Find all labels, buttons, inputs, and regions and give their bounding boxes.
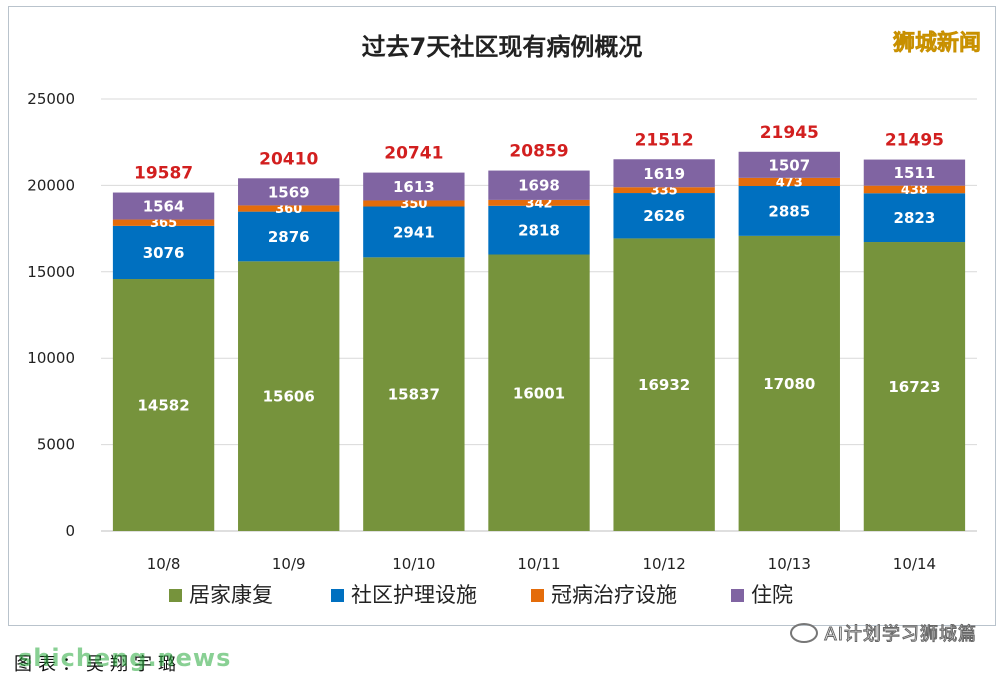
data-label: 15837 (388, 386, 440, 404)
total-label: 21945 (760, 123, 819, 143)
data-label: 438 (901, 183, 928, 198)
data-label: 342 (525, 196, 552, 211)
bar-segment (863, 242, 966, 532)
bar-segment (238, 211, 340, 262)
bar-segment (488, 199, 590, 206)
total-label: 19587 (134, 164, 193, 184)
brand-tag: 狮城新闻 (892, 31, 982, 57)
y-tick-label: 5000 (37, 436, 75, 454)
x-axis-ticks: 10/8 10/9 10/10 10/11 10/12 10/13 10/14 (147, 555, 936, 573)
total-label: 21495 (885, 131, 944, 151)
x-tick-label: 10/13 (768, 555, 811, 573)
data-label: 1507 (768, 156, 810, 174)
data-label: 1569 (268, 183, 310, 201)
chart-title: 过去7天社区现有病例概况 (362, 33, 643, 61)
data-label: 473 (776, 175, 803, 190)
x-tick-label: 10/8 (147, 555, 181, 573)
data-label: 365 (150, 216, 177, 231)
data-label: 1698 (518, 177, 560, 195)
y-tick-label: 10000 (27, 349, 75, 367)
bar-segment (238, 205, 340, 212)
data-label: 335 (651, 184, 678, 199)
bar-segment (363, 200, 465, 207)
y-tick-label: 0 (65, 522, 75, 540)
source-credit: 图表：吴翔宇璐 (14, 654, 182, 675)
legend-swatch (531, 589, 544, 602)
data-label: 15606 (263, 388, 315, 406)
data-label: 2818 (518, 222, 560, 240)
bar-segment (738, 177, 840, 187)
bar-segment (112, 279, 215, 531)
y-axis-ticks: 0 5000 10000 15000 20000 25000 (27, 90, 75, 540)
data-label: 2941 (393, 223, 435, 241)
y-tick-label: 15000 (27, 263, 75, 281)
data-label: 17080 (763, 375, 815, 393)
bar-segment (863, 185, 966, 194)
data-label: 2876 (268, 228, 310, 246)
bar-segment (613, 159, 715, 188)
data-label: 1564 (143, 198, 185, 216)
data-label: 1613 (393, 178, 435, 196)
x-tick-label: 10/10 (392, 555, 435, 573)
legend-swatch (331, 589, 344, 602)
chart-frame: 过去7天社区现有病例概况 0 5000 10000 15000 20000 25000 1… (8, 6, 996, 626)
wechat-icon (790, 623, 819, 643)
x-tick-label: 10/11 (517, 555, 560, 573)
bar-segment (738, 186, 840, 236)
data-label: 3076 (143, 244, 185, 262)
data-label: 16001 (513, 384, 565, 402)
bar-segment (738, 235, 840, 531)
data-label: 1619 (643, 165, 685, 183)
total-label: 20859 (509, 142, 568, 162)
data-label: 350 (400, 197, 427, 212)
x-tick-label: 10/9 (272, 555, 306, 573)
legend-swatch (169, 589, 182, 602)
y-tick-label: 25000 (27, 90, 75, 108)
bar-segment (738, 151, 840, 178)
bar-segment (112, 225, 215, 280)
bar-segment (238, 178, 340, 206)
bar-segment (488, 205, 590, 255)
legend-entry: 社区护理设施 (351, 583, 477, 607)
y-tick-label: 20000 (27, 176, 75, 194)
total-label: 21512 (635, 130, 694, 150)
legend-entry: 居家康复 (189, 583, 273, 607)
total-label: 20741 (384, 144, 443, 164)
x-tick-label: 10/14 (893, 555, 936, 573)
bar-segment (238, 261, 340, 531)
stacked-bar-chart: 过去7天社区现有病例概况 0 5000 10000 15000 20000 25000 1… (27, 33, 977, 607)
legend: 居家康复 社区护理设施 冠病治疗设施 住院 (169, 583, 793, 607)
bar-segment (112, 192, 215, 220)
data-label: 360 (275, 202, 302, 217)
x-tick-label: 10/12 (643, 555, 686, 573)
bar-segment (363, 206, 465, 258)
bar-segment (112, 219, 215, 226)
bar-segment (613, 187, 715, 194)
data-label: 14582 (137, 397, 189, 415)
wechat-account-name: AI计划学习狮城篇 (824, 624, 977, 646)
bar-segment (363, 172, 465, 201)
data-label: 2626 (643, 207, 685, 225)
total-label: 20410 (259, 149, 318, 169)
data-label: 16723 (888, 378, 940, 396)
bar-segment (488, 254, 590, 531)
bar-segment (613, 193, 715, 239)
bar-segment (363, 257, 465, 531)
legend-swatch (731, 589, 744, 602)
data-label: 2823 (894, 209, 936, 227)
bar-segment (863, 193, 966, 243)
bar-segment (488, 170, 590, 200)
bar-segment (863, 159, 966, 186)
wechat-account-mark: AI计划学习狮城篇 (790, 620, 977, 646)
legend-entry: 冠病治疗设施 (551, 583, 677, 607)
legend-entry: 住院 (751, 583, 793, 607)
data-label: 16932 (638, 376, 690, 394)
watermark: shicheng.news (18, 644, 232, 672)
data-label: 1511 (894, 164, 936, 182)
data-label: 2885 (768, 202, 810, 220)
bar-segment (613, 238, 715, 531)
